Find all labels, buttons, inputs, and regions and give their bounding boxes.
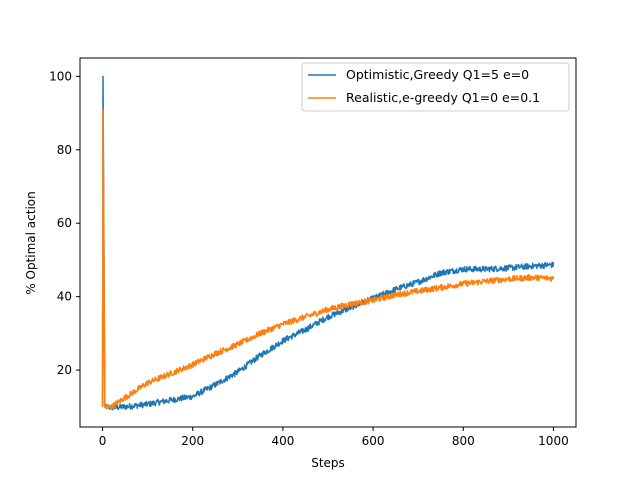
x-tick-label: 800	[452, 434, 475, 448]
x-tick-label: 600	[362, 434, 385, 448]
series-line-realistic	[101, 108, 555, 410]
y-axis-label: % Optimal action	[24, 191, 38, 294]
y-axis-ticks: 20 40 60 80 100	[49, 69, 80, 377]
y-tick-label: 100	[49, 69, 72, 83]
legend-label-optimistic: Optimistic,Greedy Q1=5 e=0	[346, 67, 529, 82]
x-tick-label: 1000	[538, 434, 569, 448]
plot-frame	[79, 57, 577, 428]
x-axis-ticks: 0 200 400 600 800 1000	[99, 427, 569, 448]
x-axis-label: Steps	[311, 456, 345, 470]
legend-label-realistic: Realistic,e-greedy Q1=0 e=0.1	[346, 90, 540, 105]
y-tick-label: 20	[57, 363, 72, 377]
series-line-optimistic	[101, 75, 555, 411]
y-tick-label: 80	[57, 143, 72, 157]
legend: Optimistic,Greedy Q1=5 e=0 Realistic,e-g…	[301, 62, 570, 112]
plot-area	[80, 58, 576, 427]
legend-box	[301, 62, 570, 112]
y-tick-label: 60	[57, 216, 72, 230]
series-layer	[101, 75, 555, 411]
y-tick-label: 40	[57, 290, 72, 304]
x-tick-label: 400	[271, 434, 294, 448]
x-tick-label: 0	[99, 434, 107, 448]
x-tick-label: 200	[181, 434, 204, 448]
